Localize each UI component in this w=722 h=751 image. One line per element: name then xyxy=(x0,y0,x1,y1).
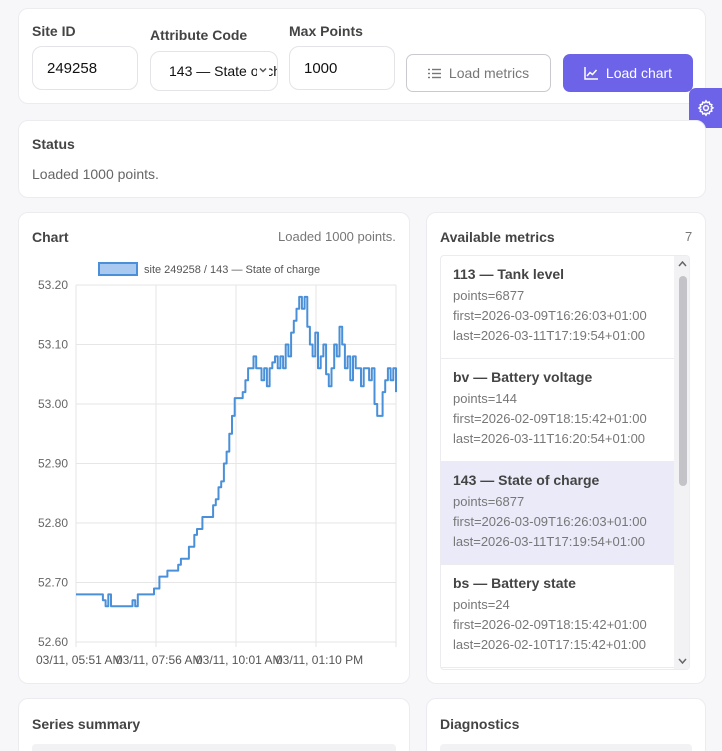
attribute-code-value: 143 — State of charge xyxy=(169,63,277,79)
metric-first: first=2026-02-09T18:15:42+01:00 xyxy=(453,411,647,426)
status-text: Loaded 1000 points. xyxy=(32,166,159,182)
metric-points: points=144 xyxy=(453,391,517,406)
series-summary-card xyxy=(18,698,410,751)
y-tick-label: 52.70 xyxy=(38,576,68,590)
metric-points: points=6877 xyxy=(453,288,525,303)
max-points-label: Max Points xyxy=(289,23,363,39)
line-chart-icon xyxy=(584,66,598,80)
metric-title: 143 — State of charge xyxy=(453,472,600,488)
metric-item-battery-state[interactable]: bs — Battery state points=24 first=2026-… xyxy=(441,565,674,668)
x-tick-label: 03/11, 07:56 AM xyxy=(116,653,203,667)
diagnostics-strip xyxy=(440,744,692,751)
metric-first: first=2026-03-09T16:26:03+01:00 xyxy=(453,514,647,529)
metric-item-state-of-charge[interactable]: 143 — State of charge points=6877 first=… xyxy=(441,462,674,565)
y-tick-label: 52.90 xyxy=(38,457,68,471)
metrics-count: 7 xyxy=(685,229,693,244)
series-summary-strip xyxy=(32,744,396,751)
series-line xyxy=(76,295,397,608)
attribute-code-label: Attribute Code xyxy=(150,27,248,43)
metric-last: last=2026-03-11T16:20:54+01:00 xyxy=(453,431,646,446)
status-card xyxy=(18,120,706,198)
metric-title: 113 — Tank level xyxy=(453,266,565,282)
metric-last: last=2026-03-11T17:19:54+01:00 xyxy=(453,534,646,549)
load-chart-button[interactable]: Load chart xyxy=(563,54,693,92)
chart-status: Loaded 1000 points. xyxy=(278,229,396,244)
scroll-down-icon[interactable] xyxy=(678,657,687,665)
scroll-up-icon[interactable] xyxy=(678,260,687,268)
state-of-charge-chart: 53.20 53.10 53.00 52.90 52.80 52.70 52.60 03/11… xyxy=(36,262,397,667)
metric-points: points=6877 xyxy=(453,494,525,509)
metric-item-tank-level[interactable]: 113 — Tank level points=6877 first=2026-… xyxy=(441,256,674,359)
x-tick-label: 03/11, 01:10 PM xyxy=(276,653,363,667)
load-metrics-button[interactable]: Load metrics xyxy=(406,54,551,92)
chart-card xyxy=(18,212,410,684)
metric-last: last=2026-03-11T17:19:54+01:00 xyxy=(453,328,646,343)
metric-title: bs — Battery state xyxy=(453,575,576,591)
diagnostics-card xyxy=(426,698,706,751)
attribute-code-select[interactable]: 143 — State of charge xyxy=(150,51,278,91)
metrics-scrollbar-thumb[interactable] xyxy=(679,276,687,486)
y-tick-label: 53.10 xyxy=(38,338,68,352)
x-tick-label: 03/11, 05:51 AM xyxy=(36,653,123,667)
legend-label: site 249258 / 143 — State of charge xyxy=(144,264,320,276)
metric-item-battery-voltage[interactable]: bv — Battery voltage points=144 first=20… xyxy=(441,359,674,462)
metrics-list[interactable]: 113 — Tank level points=6877 first=2026-… xyxy=(440,255,690,670)
list-icon xyxy=(427,68,441,78)
status-title: Status xyxy=(32,136,75,152)
chart-title: Chart xyxy=(32,229,69,245)
max-points-input[interactable]: 1000 xyxy=(289,46,395,90)
metric-title: bv — Battery voltage xyxy=(453,369,593,385)
gear-icon xyxy=(697,99,714,117)
chevron-down-icon xyxy=(257,64,269,76)
x-tick-label: 03/11, 10:01 AM xyxy=(196,653,283,667)
metric-points: points=24 xyxy=(453,597,510,612)
metric-first: first=2026-02-09T18:15:42+01:00 xyxy=(453,617,647,632)
y-tick-label: 53.20 xyxy=(38,278,68,292)
site-id-input[interactable]: 249258 xyxy=(32,46,138,90)
metrics-title: Available metrics xyxy=(440,229,555,245)
y-tick-label: 53.00 xyxy=(38,397,68,411)
metric-first: first=2026-03-09T16:26:03+01:00 xyxy=(453,308,647,323)
site-id-label: Site ID xyxy=(32,23,76,39)
diagnostics-title: Diagnostics xyxy=(440,716,520,732)
load-chart-label: Load chart xyxy=(605,65,673,81)
legend-swatch xyxy=(98,262,138,276)
metric-last: last=2026-02-10T17:15:42+01:00 xyxy=(453,637,646,652)
load-metrics-label: Load metrics xyxy=(448,65,530,81)
series-summary-title: Series summary xyxy=(32,716,141,732)
y-tick-label: 52.60 xyxy=(38,635,68,649)
y-tick-label: 52.80 xyxy=(38,516,68,530)
